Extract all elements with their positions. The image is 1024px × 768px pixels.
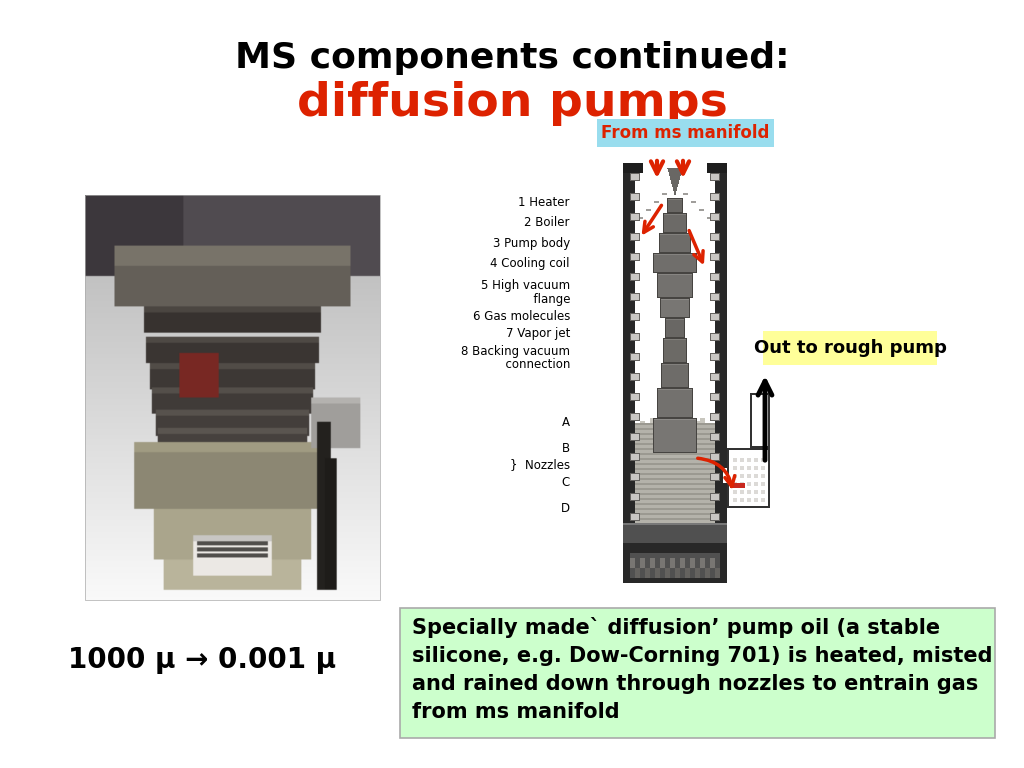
Text: MS components continued:: MS components continued: [234, 41, 790, 75]
FancyBboxPatch shape [400, 608, 995, 738]
Text: Specially made` diffusion’ pump oil (a stable: Specially made` diffusion’ pump oil (a s… [412, 617, 940, 638]
Text: 2 Boiler: 2 Boiler [524, 217, 570, 230]
Text: 8 Backing vacuum: 8 Backing vacuum [461, 345, 570, 357]
Text: connection: connection [498, 359, 570, 372]
Text: 6 Gas molecules: 6 Gas molecules [473, 310, 570, 323]
Text: diffusion pumps: diffusion pumps [297, 81, 727, 125]
Text: D: D [561, 502, 570, 515]
Text: B: B [562, 442, 570, 455]
FancyBboxPatch shape [763, 331, 937, 365]
Text: 5 High vacuum: 5 High vacuum [481, 280, 570, 293]
Text: 7 Vapor jet: 7 Vapor jet [506, 326, 570, 339]
Text: A: A [562, 416, 570, 429]
Text: 4 Cooling coil: 4 Cooling coil [490, 257, 570, 270]
Text: flange: flange [525, 293, 570, 306]
Text: from ms manifold: from ms manifold [412, 702, 620, 722]
Text: From ms manifold: From ms manifold [601, 124, 769, 142]
Text: Out to rough pump: Out to rough pump [754, 339, 946, 357]
Text: C: C [562, 476, 570, 489]
Text: 3 Pump body: 3 Pump body [493, 237, 570, 250]
Text: }  Nozzles: } Nozzles [510, 458, 570, 472]
Text: 1000 μ → 0.001 μ: 1000 μ → 0.001 μ [68, 646, 336, 674]
Text: 1 Heater: 1 Heater [518, 197, 570, 210]
Text: and rained down through nozzles to entrain gas: and rained down through nozzles to entra… [412, 674, 978, 694]
FancyBboxPatch shape [597, 119, 773, 147]
Bar [85, 195, 380, 600]
Text: silicone, e.g. Dow-Corning 701) is heated, misted: silicone, e.g. Dow-Corning 701) is heate… [412, 646, 992, 666]
